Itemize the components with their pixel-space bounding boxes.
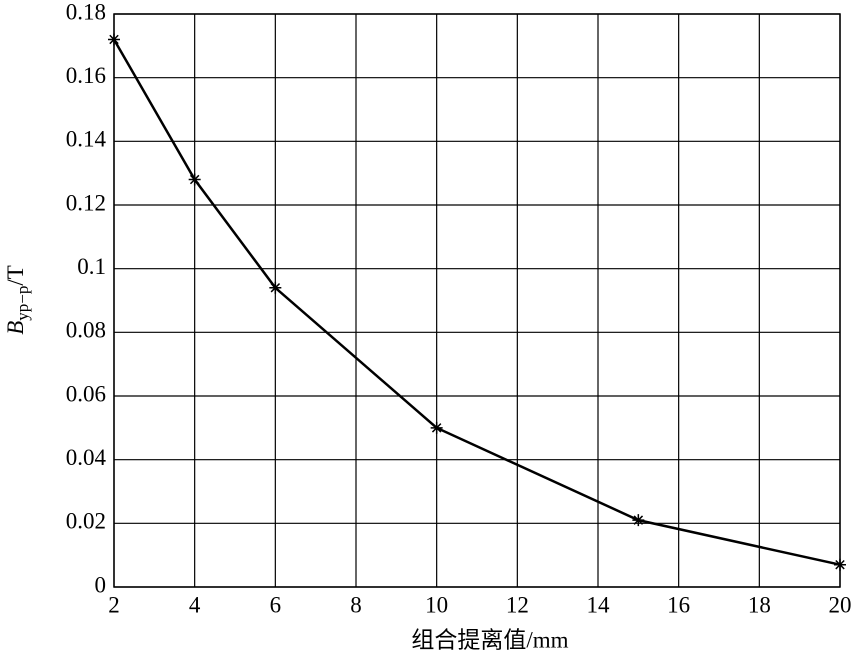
x-tick-label: 16 [667,592,690,617]
y-tick-label: 0.12 [66,190,106,215]
x-tick-label: 20 [829,592,852,617]
x-tick-label: 2 [108,592,120,617]
data-marker [108,33,120,46]
y-tick-label: 0.06 [66,381,106,406]
data-line [112,38,841,566]
data-marker [269,281,282,294]
x-tick-label: 14 [587,592,611,617]
data-marker [632,514,645,527]
plot-frame [113,13,841,588]
x-tick-label: 12 [506,592,529,617]
y-tick-label: 0.04 [66,445,107,470]
y-tick-label: 0.14 [66,127,107,152]
y-label-unit: /T [3,265,28,285]
y-label-symbol: B [3,321,28,335]
data-marker [430,421,443,434]
y-tick-label: 0.18 [66,0,106,24]
y-tick-label: 0.1 [77,254,106,279]
y-tick-label: 0.02 [66,509,106,534]
y-axis-label: Byp−p/T [3,265,32,335]
y-label-subscript: yp−p [13,286,32,321]
x-tick-label: 6 [270,592,282,617]
y-tick-label: 0 [95,572,107,597]
y-tick-label: 0.16 [66,63,106,88]
x-axis-label: 组合提离值/mm [411,627,568,652]
x-tick-label: 10 [425,592,448,617]
data-marker [188,173,201,186]
x-tick-label: 18 [748,592,771,617]
x-tick-label: 4 [189,592,201,617]
y-tick-label: 0.08 [66,318,106,343]
data-marker [834,558,846,571]
x-tick-label: 8 [350,592,362,617]
